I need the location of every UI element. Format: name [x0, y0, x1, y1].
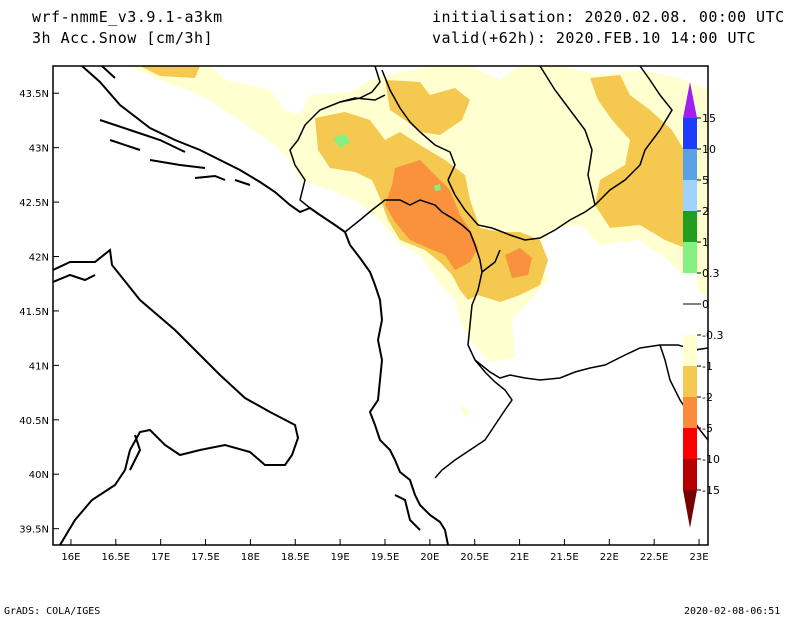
- lat-tick-label: 39.5N: [19, 525, 49, 536]
- lon-tick-label: 23E: [690, 552, 709, 563]
- color-legend: [683, 82, 697, 528]
- lat-tick-label: 40.5N: [19, 416, 49, 427]
- lat-tick-label: 41.5N: [19, 307, 49, 318]
- lat-tick-label: 41N: [29, 361, 49, 372]
- legend-box-green: [683, 211, 697, 242]
- lon-tick-label: 22.5E: [640, 552, 669, 563]
- legend-box-yellow-orange: [683, 366, 697, 397]
- legend-box-orange: [683, 397, 697, 428]
- green-spot-small: [434, 184, 441, 191]
- lon-tick-label: 20E: [420, 552, 439, 563]
- legend-label: 5: [702, 174, 709, 187]
- legend-box-white-upper: [683, 273, 697, 304]
- lat-labels: 43.5N 43N 42.5N 42N 41.5N 41N 40.5N 40N 39.5N: [19, 89, 49, 535]
- legend-arrow-bottom: [683, 490, 697, 528]
- legend-label: -2: [702, 391, 713, 404]
- legend-label: -0.3: [702, 329, 723, 342]
- lon-tick-label: 17E: [151, 552, 170, 563]
- legend-label: 1: [702, 236, 709, 249]
- lon-tick-label: 17.5E: [191, 552, 220, 563]
- lon-tick-label: 19E: [331, 552, 350, 563]
- legend-box-blue: [683, 118, 697, 149]
- tick-layer: [53, 92, 700, 545]
- green-spot: [333, 134, 350, 148]
- legend-label: 2: [702, 205, 709, 218]
- lat-tick-label: 40N: [29, 470, 49, 481]
- lon-tick-label: 21.5E: [550, 552, 579, 563]
- lon-labels: 16E 16.5E 17E 17.5E 18E 18.5E 19E 19.5E 20E 20.5E…: [61, 552, 708, 563]
- lon-tick-label: 18E: [241, 552, 260, 563]
- snow-field-layer: [130, 66, 708, 418]
- lat-tick-label: 43N: [29, 144, 49, 155]
- legend-box-light-blue: [683, 180, 697, 211]
- lon-tick-label: 16E: [61, 552, 80, 563]
- lon-tick-label: 18.5E: [281, 552, 310, 563]
- lon-tick-label: 22E: [600, 552, 619, 563]
- legend-label: -5: [702, 422, 713, 435]
- lat-tick-label: 42N: [29, 253, 49, 264]
- legend-arrow-top: [683, 82, 697, 118]
- coastline-layer: [53, 66, 449, 545]
- footer-credit: GrADS: COLA/IGES: [4, 606, 101, 617]
- valid-time: valid(+62h): 2020.FEB.10 14:00 UTC: [432, 29, 757, 47]
- legend-box-dark-red: [683, 459, 697, 490]
- lon-tick-label: 19.5E: [371, 552, 400, 563]
- legend-label: 0.3: [702, 267, 720, 280]
- field-title: 3h Acc.Snow [cm/3h]: [32, 29, 214, 47]
- lon-tick-label: 16.5E: [102, 552, 131, 563]
- legend-label: -15: [702, 484, 720, 497]
- map-frame: [52, 65, 709, 546]
- legend-label: 10: [702, 143, 716, 156]
- footer-timestamp: 2020-02-08-06:51: [684, 606, 781, 617]
- init-time: initialisation: 2020.02.08. 00:00 UTC: [432, 8, 785, 26]
- lat-tick-label: 43.5N: [19, 89, 49, 100]
- legend-labels: 15 10 5 2 1 0.3 0 -0.3 -1 -2 -5 -10 -15: [697, 112, 723, 497]
- model-title: wrf-nmmE_v3.9.1-a3km: [32, 8, 223, 26]
- lat-tick-label: 42.5N: [19, 198, 49, 209]
- legend-label: 0: [702, 298, 709, 311]
- lon-tick-label: 20.5E: [460, 552, 489, 563]
- legend-label: 15: [702, 112, 716, 125]
- lon-tick-label: 21E: [510, 552, 529, 563]
- legend-box-light-green: [683, 242, 697, 273]
- legend-box-white-lower: [683, 304, 697, 335]
- legend-box-red: [683, 428, 697, 459]
- legend-label: -1: [702, 360, 713, 373]
- legend-box-cream: [683, 335, 697, 366]
- legend-label: -10: [702, 453, 720, 466]
- legend-box-mid-blue: [683, 149, 697, 180]
- border-layer: [289, 66, 708, 479]
